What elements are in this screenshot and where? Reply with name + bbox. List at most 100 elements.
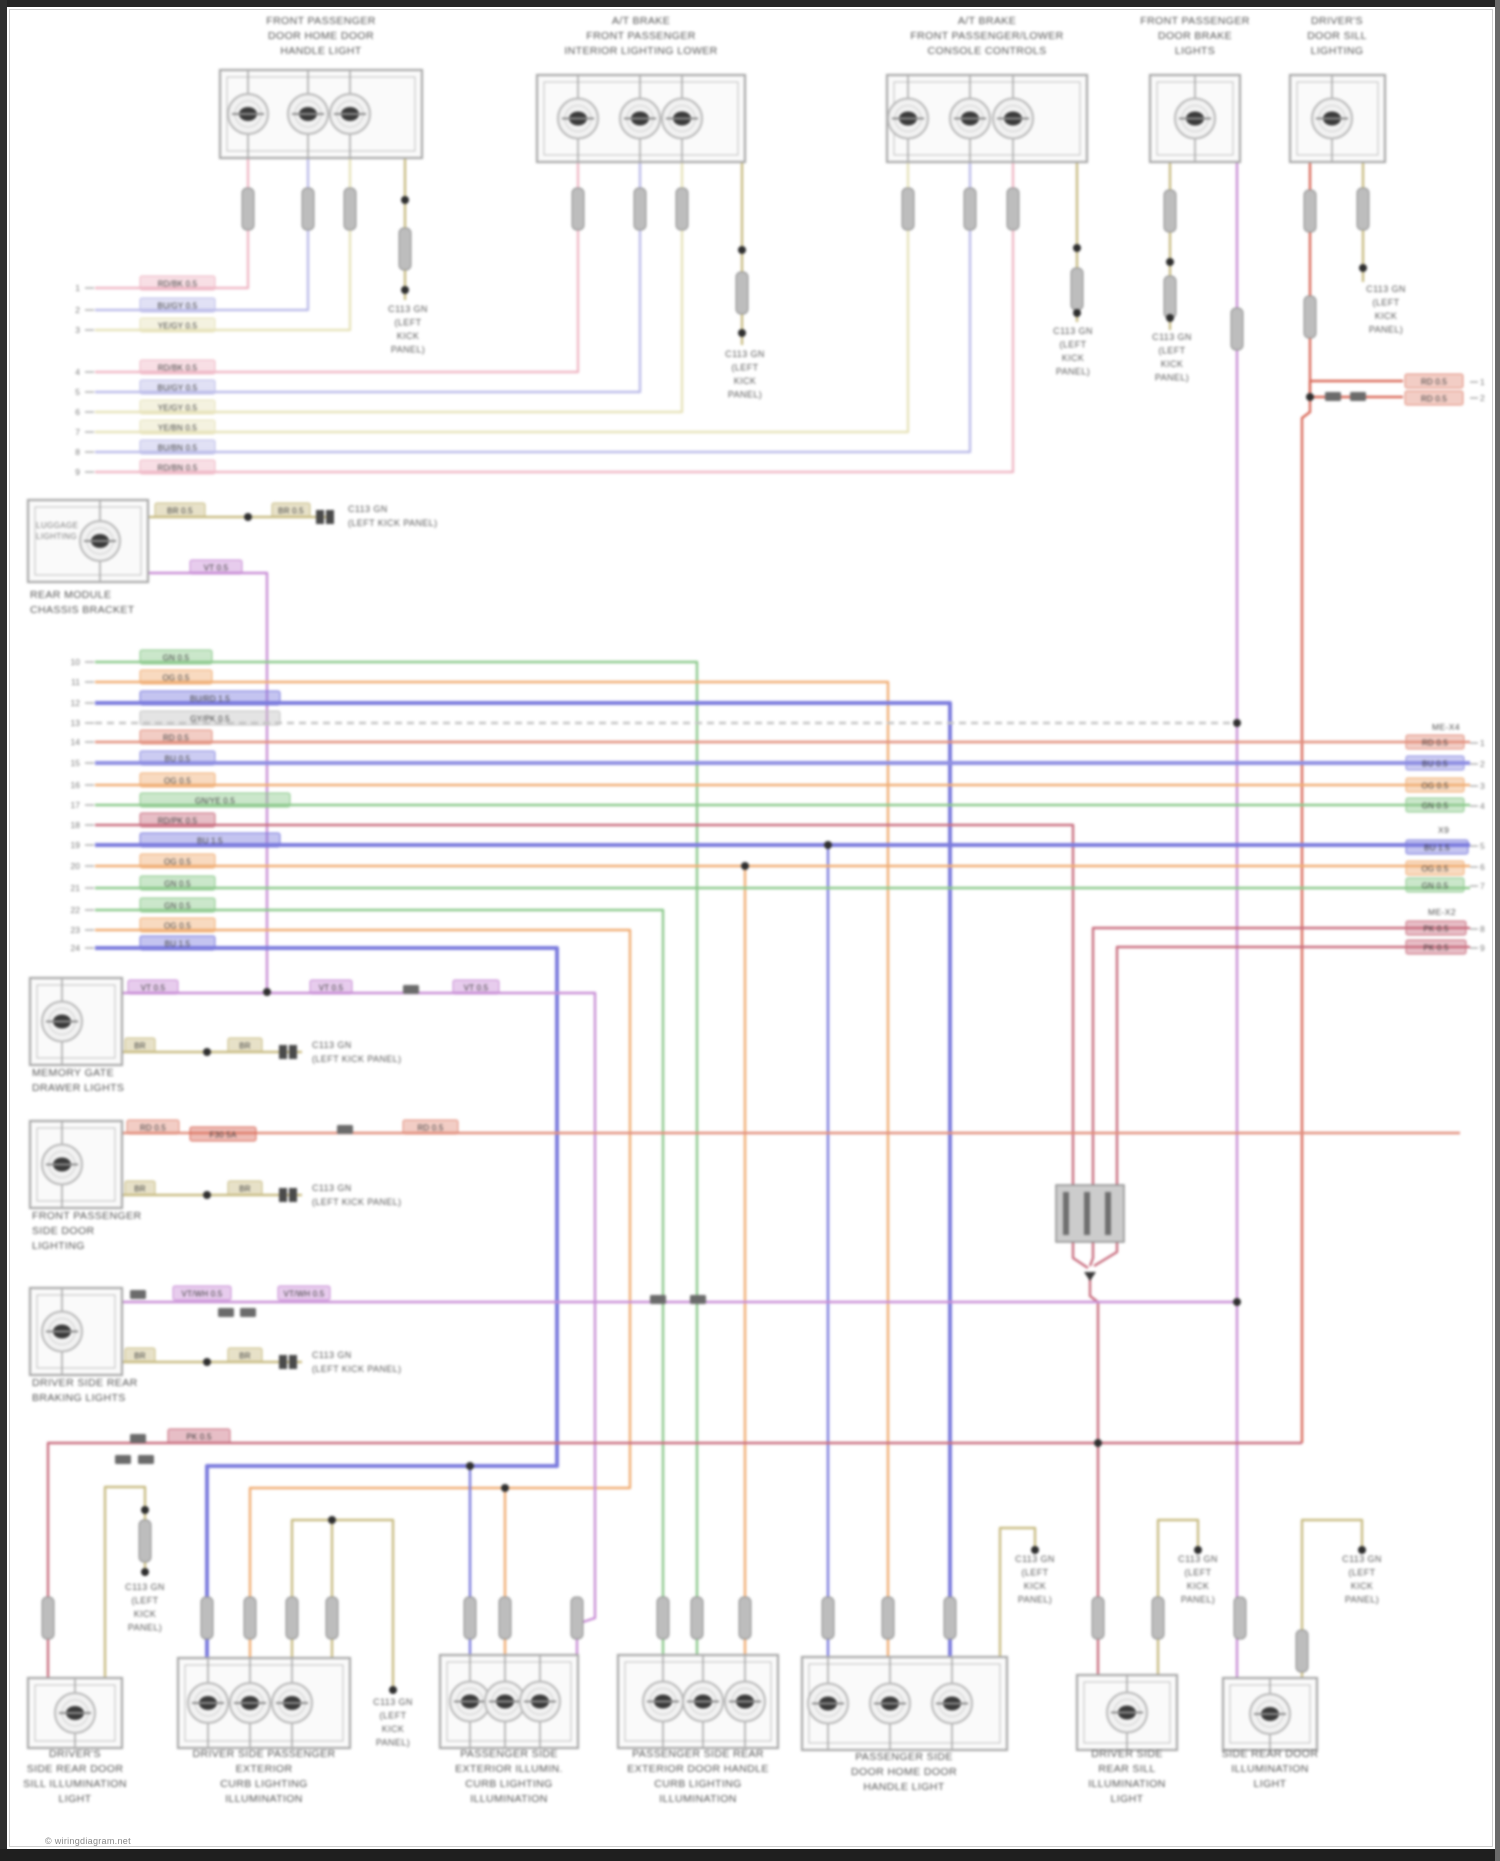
wire-bus-r1-green	[95, 660, 699, 1658]
pin-number: 23	[71, 925, 81, 935]
inline-connector	[301, 187, 315, 231]
component-label: DOOR HOME DOOR	[268, 30, 374, 42]
pin-number: 24	[71, 943, 81, 953]
wire-label-box	[139, 875, 216, 891]
component-label: ILLUMINATION	[659, 1793, 737, 1805]
wire-label-box	[139, 359, 216, 375]
wire-label-text: BR	[239, 1352, 251, 1361]
wire-label-text: RD/BK 0.5	[158, 364, 198, 373]
ground-label: PANEL)	[376, 1738, 410, 1748]
wire-label-text: OG 0.5	[1422, 782, 1449, 791]
wire-label-text: RD 0.5	[1421, 395, 1447, 404]
ground-label: PANEL)	[1155, 373, 1189, 383]
component-box-drivers-door-sill-lighting	[1288, 73, 1387, 164]
component-box-inner-passenger-rear-handle-lighting	[624, 1661, 772, 1742]
ground-label: KICK	[1161, 359, 1184, 369]
wire-label-text: BU 0.5	[1422, 760, 1448, 769]
component-label: ILLUMINATION	[1088, 1778, 1166, 1790]
wire-label-box	[1404, 390, 1464, 406]
wire-label-text: GN 0.5	[1422, 882, 1449, 891]
wire-label-text: BR	[134, 1185, 146, 1194]
component-label: DRIVER SIDE	[1091, 1748, 1163, 1760]
ground-label: PANEL)	[1056, 367, 1090, 377]
code-mark	[1325, 392, 1341, 401]
pin-number: 17	[71, 800, 81, 810]
ground-label: KICK	[1024, 1581, 1047, 1591]
wire-bus-r14-orange	[95, 928, 632, 1661]
ground-label: PANEL)	[1181, 1595, 1215, 1605]
wire-label-box	[139, 812, 216, 828]
ground-label: PANEL)	[728, 390, 762, 400]
ground-label: PANEL)	[391, 345, 425, 355]
component-label: DRAWER LIGHTS	[32, 1082, 124, 1094]
component-label: CURB LIGHTING	[654, 1778, 741, 1790]
ground-label: C113 GN	[348, 504, 388, 514]
wire-label-text: RD 0.5	[1422, 739, 1448, 748]
junction-dot	[328, 1516, 336, 1524]
junction-dot	[401, 196, 409, 204]
junction-dot	[141, 1568, 149, 1576]
ground-label: C113 GN	[1366, 284, 1406, 294]
inline-connector	[241, 187, 255, 231]
inline-connector	[901, 187, 915, 231]
ground-connector-icon	[289, 1045, 297, 1059]
component-label: SIDE REAR DOOR	[27, 1763, 124, 1775]
wire-label-box	[126, 1119, 180, 1135]
ground-label: C113 GN	[125, 1582, 165, 1592]
wire-label-box	[1405, 877, 1465, 893]
wire-label-box	[139, 669, 213, 685]
pin-number: 5	[75, 387, 80, 397]
code-mark	[1350, 392, 1366, 401]
inline-connector	[963, 187, 977, 231]
component-label: ILLUMINATION	[225, 1793, 303, 1805]
inline-connector	[41, 1596, 55, 1640]
wire-label-box	[139, 439, 216, 455]
ground-label: C113 GN	[388, 304, 428, 314]
junction-dot	[1166, 314, 1174, 322]
wire-pair-merge-c	[1093, 1242, 1119, 1268]
component-label: SIDE REAR DOOR	[1222, 1748, 1319, 1760]
inline-connector	[821, 1596, 835, 1640]
junction-dot	[1194, 1546, 1202, 1554]
inline-connector	[1163, 189, 1177, 233]
wire-label-text: RD/BK 0.5	[158, 280, 198, 289]
component-label: SIDE DOOR	[32, 1225, 95, 1237]
wire-bus-r3-blue	[95, 701, 952, 1660]
wire-label-box	[139, 317, 216, 333]
inline-connector	[1303, 295, 1317, 339]
component-label: FRONT PASSENGER	[1140, 15, 1249, 27]
wire-label-text: OG 0.5	[1422, 865, 1449, 874]
pin-number: 7	[1480, 881, 1485, 891]
wire-label-text: OG 0.5	[163, 674, 190, 683]
wire-label-box	[124, 1180, 156, 1196]
wire-label-box	[124, 1037, 156, 1053]
component-label: BRAKING LIGHTS	[32, 1392, 126, 1404]
junction-dot	[824, 841, 832, 849]
inline-connector	[1230, 307, 1244, 351]
ground-label: KICK	[1375, 311, 1398, 321]
code-mark	[337, 1125, 353, 1134]
wire-label-text: RD/BN 0.5	[157, 464, 197, 473]
wire-label-box	[189, 559, 243, 575]
ground-connector-icon	[289, 1355, 297, 1369]
ground-label: C113 GN	[373, 1697, 413, 1707]
ground-label: C113 GN	[1015, 1554, 1055, 1564]
wire-b5-tail	[998, 1526, 1037, 1657]
pin-number: 11	[71, 677, 80, 687]
inline-connector	[343, 187, 357, 231]
ground-label: PANEL)	[1369, 325, 1403, 335]
inline-connector	[498, 1596, 512, 1640]
ground-label: (LEFT	[379, 1711, 406, 1721]
wire-label-text: RD 0.5	[1421, 378, 1447, 387]
wire-pair-merge-b	[1088, 1242, 1095, 1267]
wire-label-text: RD 0.5	[417, 1124, 443, 1133]
wire-t3-bulb3	[95, 162, 1015, 474]
component-label: DOOR SILL	[1307, 30, 1367, 42]
wire-label-box	[1405, 920, 1467, 936]
inline-connector	[285, 1596, 299, 1640]
wire-luggage-violet	[148, 571, 269, 992]
component-label: DOOR BRAKE	[1158, 30, 1232, 42]
wire-label-box	[139, 419, 216, 435]
pin-number: 7	[75, 427, 80, 437]
ground-label: C113 GN	[312, 1040, 352, 1050]
